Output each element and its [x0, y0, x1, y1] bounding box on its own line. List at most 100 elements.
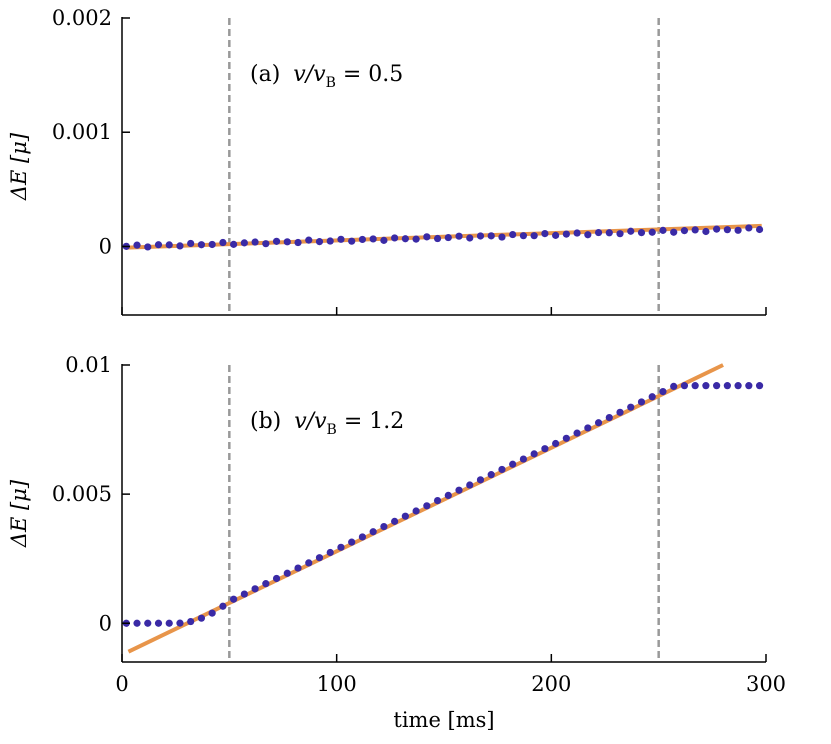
data-point: [262, 580, 270, 588]
data-point: [734, 226, 742, 234]
data-point: [723, 226, 731, 234]
y-tick-label: 0.01: [65, 353, 112, 377]
annotation-prefix: (b): [250, 409, 288, 434]
data-point: [144, 243, 152, 251]
y-tick-label: 0.002: [52, 6, 112, 30]
data-point: [305, 236, 313, 244]
data-point: [541, 229, 549, 238]
data-point: [315, 554, 324, 562]
data-point: [616, 230, 624, 238]
data-point: [294, 564, 302, 572]
data-point: [423, 233, 431, 241]
data-point: [305, 559, 313, 567]
x-tick-label: 300: [746, 672, 786, 696]
data-point: [391, 234, 399, 242]
data-point: [337, 235, 345, 243]
data-point: [498, 233, 506, 241]
data-point: [369, 528, 377, 536]
data-point: [219, 602, 227, 610]
data-point: [594, 419, 603, 427]
data-point: [230, 595, 238, 603]
y-tick-label: 0.001: [52, 120, 112, 144]
y-axis-label: ΔE [μ]: [7, 479, 31, 548]
data-point: [659, 226, 667, 234]
data-point: [337, 543, 345, 551]
data-point: [251, 238, 259, 246]
data-point: [627, 227, 635, 235]
data-point: [627, 403, 635, 411]
data-point: [530, 232, 538, 240]
data-point: [358, 235, 367, 244]
annotation-prefix: (a): [250, 62, 287, 87]
data-point: [283, 238, 291, 246]
data-point: [541, 445, 549, 453]
data-point: [197, 241, 206, 249]
data-point: [165, 241, 173, 249]
data-point: [562, 230, 570, 238]
data-point: [713, 382, 721, 390]
data-point: [466, 234, 474, 242]
x-tick-label: 200: [531, 672, 571, 696]
annotation-value: = 1.2: [337, 409, 404, 434]
data-point: [251, 585, 259, 593]
data-point: [605, 413, 613, 422]
data-point: [401, 235, 409, 243]
data-point: [670, 382, 678, 390]
data-point: [348, 237, 356, 245]
data-point: [187, 239, 195, 248]
panel-annotation: (b) v/vB = 1.2: [250, 409, 404, 438]
data-point: [552, 439, 560, 448]
data-point: [498, 465, 506, 474]
data-point: [476, 476, 485, 484]
data-point: [154, 619, 163, 627]
data-point: [745, 382, 753, 390]
data-point: [154, 241, 163, 249]
data-point: [358, 533, 367, 541]
data-point: [476, 232, 485, 240]
data-point: [433, 497, 442, 505]
data-point: [755, 382, 764, 390]
data-point: [584, 424, 592, 432]
data-point: [219, 238, 227, 247]
data-point: [176, 619, 184, 627]
data-point: [723, 382, 731, 390]
data-point: [487, 232, 495, 240]
data-point: [702, 382, 710, 390]
data-point: [637, 398, 646, 406]
data-point: [509, 230, 517, 239]
data-point: [713, 225, 721, 233]
data-point: [755, 225, 764, 234]
annotation-subscript: B: [327, 422, 337, 438]
data-point: [176, 242, 184, 250]
data-point: [412, 507, 420, 515]
data-point: [133, 619, 141, 627]
data-point: [466, 481, 474, 489]
panel-a: 0 0.001 0.002 ΔE [μ] (a) v/vB = 0.5: [7, 6, 767, 316]
data-point: [240, 590, 248, 598]
data-point: [326, 237, 334, 245]
data-point: [423, 502, 431, 510]
data-point: [230, 240, 238, 248]
x-tick-label: 100: [317, 672, 357, 696]
annotation-math: v/v: [293, 62, 326, 87]
y-tick-label: 0: [99, 611, 112, 635]
data-point: [702, 227, 710, 236]
data-point: [648, 393, 656, 401]
data-point: [315, 238, 324, 246]
data-point: [519, 455, 528, 463]
data-point: [187, 617, 195, 626]
annotation-subscript: B: [326, 75, 336, 91]
data-point: [283, 569, 291, 577]
x-tick-label: 0: [115, 672, 128, 696]
data-point: [444, 233, 452, 242]
data-point: [294, 238, 302, 247]
data-point: [573, 229, 581, 237]
data-point: [487, 471, 495, 479]
data-point: [562, 434, 570, 442]
data-point: [584, 231, 592, 239]
panel-b: 0 0.005 0.01 0 100 200 300 ΔE [μ] (b) v/vB = 1.2: [7, 353, 786, 696]
x-axis-label: time [ms]: [393, 708, 494, 732]
data-point: [605, 229, 613, 237]
data-point: [380, 236, 388, 244]
